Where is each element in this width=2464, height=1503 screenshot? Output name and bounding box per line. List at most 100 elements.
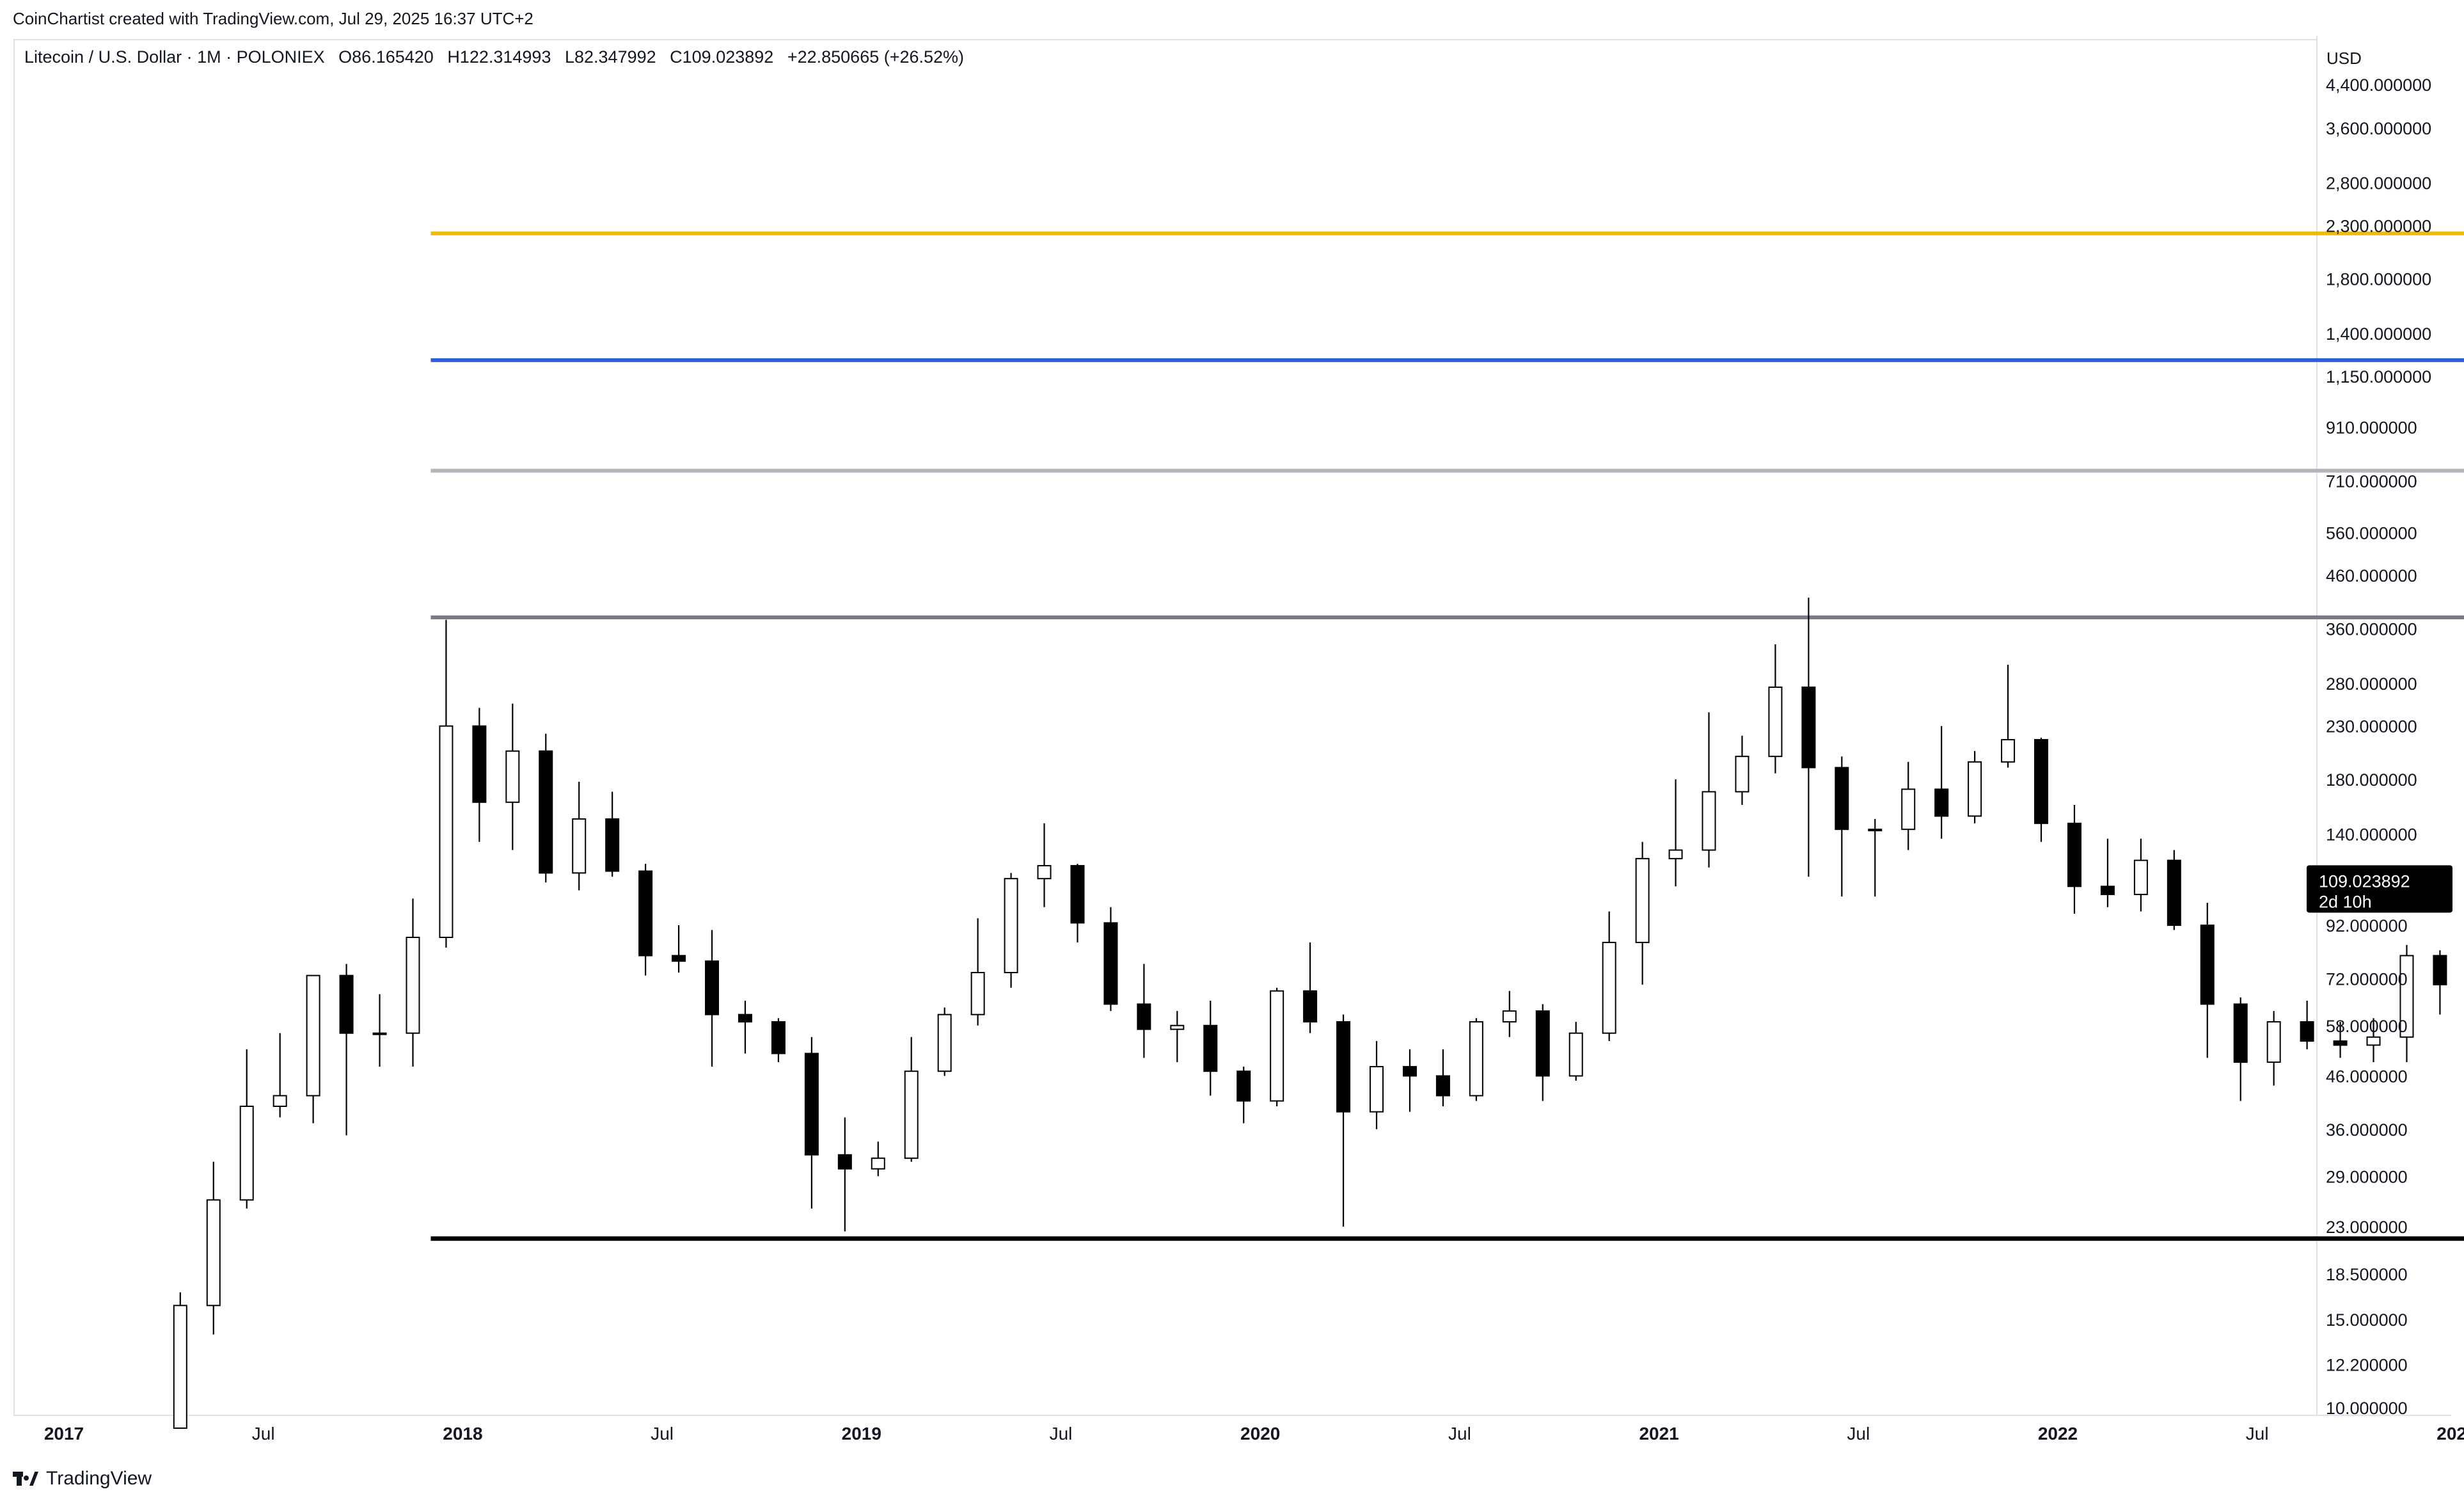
tradingview-brand[interactable]: TradingView [13, 1468, 152, 1490]
candle [2034, 737, 2049, 842]
candle [505, 703, 520, 850]
candle [1934, 726, 1949, 839]
candle-body [2366, 1036, 2381, 1046]
candle-body [1336, 1021, 1351, 1113]
candle-body [1568, 1032, 1583, 1077]
candle-body [1635, 857, 1650, 943]
candle-body [1502, 1010, 1517, 1022]
time-axis[interactable]: 2017 Jul 2018 Jul 2019 Jul 2020 Jul 2021 Jul 2022 J… [44, 1424, 2464, 1443]
price-tick-label: 18.500000 [2326, 1265, 2408, 1284]
candle [339, 964, 354, 1136]
candle [2366, 1018, 2381, 1063]
candle-body [1070, 864, 1085, 924]
candle [2399, 944, 2414, 1063]
candle-body [1103, 922, 1118, 1005]
price-tick-label: 2,300.000000 [2326, 216, 2431, 235]
candle [472, 708, 487, 842]
candle [1137, 964, 1151, 1058]
price-tick-label: 140.000000 [2326, 825, 2417, 844]
candle [1336, 1014, 1351, 1227]
year-tick-label: 2021 [1639, 1424, 1678, 1443]
candle-body [2266, 1021, 2281, 1063]
candle [1435, 1049, 1450, 1107]
price-tick-label: 560.000000 [2326, 523, 2417, 543]
candle [1170, 1011, 1185, 1063]
price-tick-label: 12.200000 [2326, 1355, 2408, 1374]
candle [2001, 664, 2016, 768]
candle-body [638, 870, 653, 957]
price-tick-label: 360.000000 [2326, 619, 2417, 639]
candle-body [1768, 686, 1783, 758]
candle [1801, 598, 1816, 877]
candle [1602, 911, 1616, 1042]
candle-body [505, 750, 520, 803]
candle-body [173, 1305, 187, 1429]
candle-body [539, 750, 553, 874]
candle-body [472, 725, 487, 803]
candle [1402, 1049, 1417, 1112]
candle-body [1004, 878, 1018, 973]
candle-body [1535, 1010, 1550, 1077]
month-tick-label: Jul [252, 1424, 275, 1443]
fib-levels-layer: 1.618 (2,217.748470)1.414 (1,237.997189)… [430, 231, 2464, 1241]
symbol-title: Litecoin / U.S. Dollar · 1M · POLONIEX [24, 47, 325, 67]
candle-body [2133, 859, 2148, 895]
plot-border [13, 39, 2318, 1416]
price-axis[interactable]: 4,400.000000 3,600.000000 2,800.000000 2,30… [2326, 76, 2431, 1418]
candle [672, 925, 686, 973]
price-tick-label: 2,800.000000 [2326, 174, 2431, 193]
price-tick-label: 180.000000 [2326, 770, 2417, 790]
year-tick-label: 2017 [44, 1424, 84, 1443]
candle [206, 1161, 221, 1335]
candle-body [1270, 990, 1284, 1102]
candle [970, 918, 985, 1026]
candle-body [1702, 791, 1716, 851]
chart-frame [13, 36, 2451, 1416]
candle [439, 619, 454, 948]
candle [2133, 838, 2148, 912]
year-tick-label: 2023 [2436, 1424, 2464, 1443]
candle-body [2399, 955, 2414, 1038]
candle [372, 994, 387, 1067]
candle [1303, 942, 1318, 1033]
price-tick-label: 23.000000 [2326, 1218, 2408, 1237]
ohlc-change: +22.850665 (+26.52%) [787, 47, 965, 67]
symbol-legend[interactable]: Litecoin / U.S. Dollar · 1M · POLONIEX O… [24, 47, 973, 67]
price-tick-label: 1,400.000000 [2326, 324, 2431, 344]
candle-body [1170, 1024, 1185, 1030]
month-tick-label: Jul [1847, 1424, 1870, 1443]
candle-body [2333, 1040, 2348, 1046]
price-tick-label: 72.000000 [2326, 969, 2408, 989]
candle-body [2034, 739, 2049, 824]
candle-body [1236, 1070, 1251, 1102]
candle-body [705, 960, 720, 1015]
candle [1070, 864, 1085, 942]
candle [239, 1049, 254, 1209]
candle [605, 791, 620, 877]
candle-body [1602, 941, 1616, 1034]
candle [1469, 1018, 1483, 1101]
currency-label[interactable]: USD [2326, 49, 2362, 68]
candle-body [605, 818, 620, 872]
candle [1203, 1001, 1218, 1096]
price-tick-label: 1,800.000000 [2326, 270, 2431, 289]
candle-body [206, 1199, 221, 1307]
candle-body [1735, 756, 1749, 793]
candle [1270, 987, 1284, 1107]
last-price-value: 109.023892 [2319, 871, 2410, 891]
candle-body [2167, 859, 2181, 926]
candle [1968, 751, 1982, 823]
year-tick-label: 2018 [443, 1424, 482, 1443]
candle [1535, 1004, 1550, 1101]
candle-body [1303, 990, 1318, 1022]
candle [406, 898, 420, 1067]
candle [1768, 644, 1783, 774]
price-tick-label: 230.000000 [2326, 717, 2417, 736]
candle-body [272, 1095, 287, 1108]
chart-credit: CoinChartist created with TradingView.co… [13, 9, 533, 28]
candle-body [2300, 1021, 2314, 1042]
candle [1702, 712, 1716, 868]
price-tick-label: 10.000000 [2326, 1399, 2408, 1418]
candle-body [2200, 925, 2215, 1005]
